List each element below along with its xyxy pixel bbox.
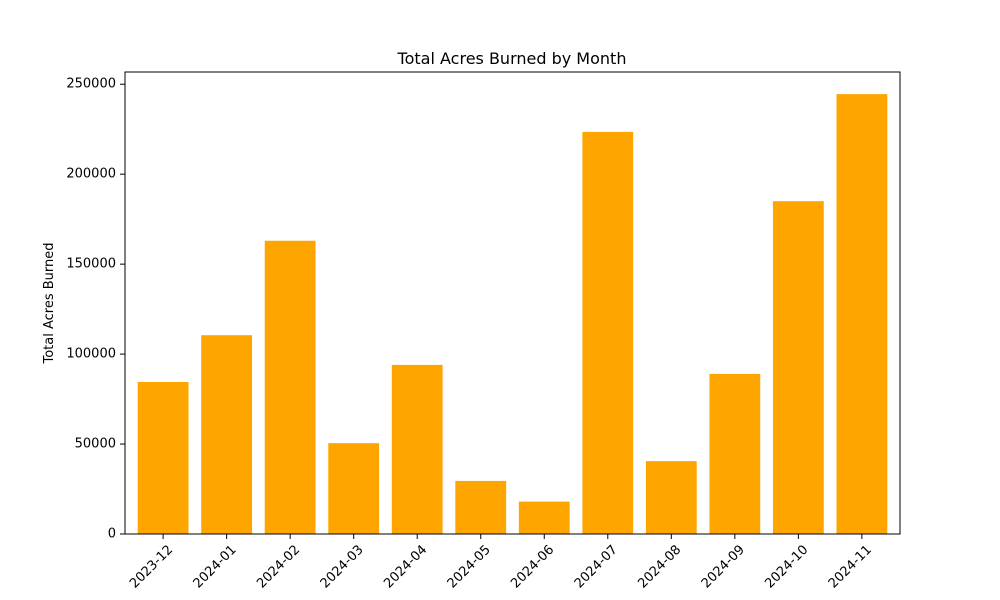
bars-group [137, 94, 888, 535]
bar-2024-06 [518, 501, 570, 534]
bar-2024-11 [836, 94, 888, 534]
bar-2024-03 [328, 443, 380, 534]
x-tick-label-2024-09: 2024-09 [699, 542, 748, 591]
x-tick-label-2024-03: 2024-03 [318, 542, 367, 591]
y-tick-label: 0 [108, 527, 116, 542]
bar-2024-04 [391, 364, 443, 534]
x-tick-label-2024-07: 2024-07 [572, 542, 621, 591]
chart-title: Total Acres Burned by Month [397, 49, 627, 68]
y-tick-label: 250000 [66, 77, 116, 92]
y-tick-label: 50000 [75, 437, 116, 452]
x-tick-label-2024-11: 2024-11 [826, 542, 875, 591]
x-tick-label-2024-04: 2024-04 [381, 542, 430, 591]
x-tick-label-2024-10: 2024-10 [762, 542, 811, 591]
y-tick-label: 150000 [66, 257, 116, 272]
y-tick-label: 100000 [66, 347, 116, 362]
y-tick-label: 200000 [66, 167, 116, 182]
bar-2024-07 [582, 131, 634, 534]
x-axis-ticks: 2023-12 2024-01 2024-02 2024-03 2024-04 2024-… [127, 534, 875, 591]
x-tick-label-2024-02: 2024-02 [254, 542, 303, 591]
bar-2023-12 [137, 381, 189, 534]
x-tick-label-2024-01: 2024-01 [191, 542, 240, 591]
y-axis-ticks: 0 50000 100000 150000 200000 250000 [66, 77, 125, 542]
bar-2024-02 [264, 240, 316, 534]
bar-2024-10 [772, 201, 824, 535]
x-tick-label-2024-06: 2024-06 [508, 542, 557, 591]
bar-2024-09 [709, 373, 761, 534]
plot-area-frame [124, 71, 901, 535]
x-tick-label-2023-12: 2023-12 [127, 542, 176, 591]
y-axis-label: Total Acres Burned [42, 242, 57, 364]
x-tick-label-2024-05: 2024-05 [445, 542, 494, 591]
bar-2024-08 [645, 461, 697, 534]
bar-2024-05 [455, 480, 507, 534]
bar-2024-01 [201, 335, 253, 534]
x-tick-label-2024-08: 2024-08 [635, 542, 684, 591]
